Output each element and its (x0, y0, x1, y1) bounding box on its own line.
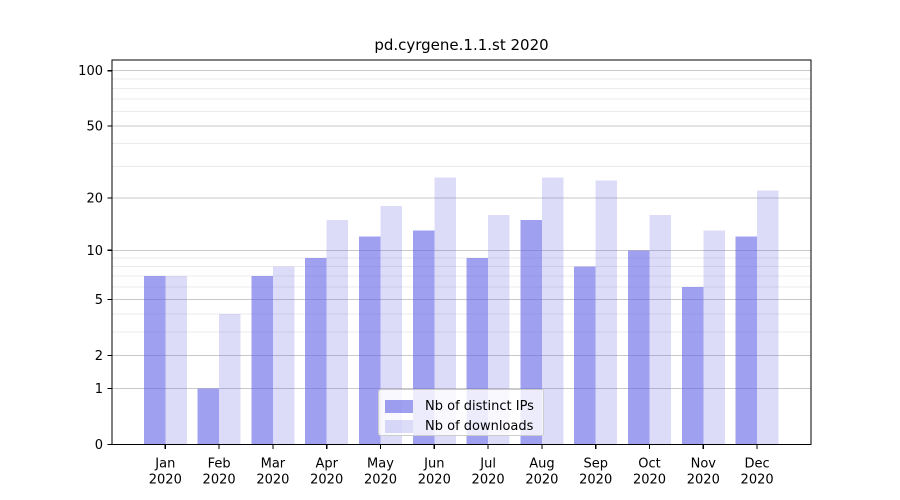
x-tick-label-year-jun: 2020 (418, 473, 451, 488)
bar-downloads-nov (703, 230, 725, 445)
y-tick-label-5: 5 (95, 293, 103, 308)
chart-title: pd.cyrgene.1.1.st 2020 (374, 36, 549, 54)
bar-downloads-jul (488, 215, 510, 445)
bar-downloads-mar (272, 266, 295, 445)
x-tick-label-month-may: May (367, 457, 394, 472)
x-tick-label-year-mar: 2020 (256, 473, 289, 488)
x-tick-label-year-jan: 2020 (149, 473, 182, 488)
bar-distinct-ips-jan (143, 276, 166, 445)
y-tick-label-10: 10 (86, 244, 103, 259)
x-tick-label-year-aug: 2020 (525, 473, 558, 488)
x-tick-label-year-oct: 2020 (633, 473, 666, 488)
bar-distinct-ips-oct (628, 250, 650, 445)
y-tick-label-20: 20 (86, 191, 103, 206)
x-tick-label-year-may: 2020 (364, 473, 397, 488)
x-tick-label-month-mar: Mar (261, 457, 286, 472)
x-tick-label-month-apr: Apr (315, 457, 338, 472)
legend-item-distinct-ips: Nb of distinct IPs (385, 396, 543, 416)
x-tick-label-month-dec: Dec (745, 457, 770, 472)
x-tick-label-month-sep: Sep (583, 457, 608, 472)
bar-downloads-sep (595, 180, 618, 445)
x-tick-label-month-feb: Feb (208, 457, 231, 472)
bar-distinct-ips-sep (574, 266, 596, 445)
bar-distinct-ips-nov (681, 286, 704, 445)
bar-downloads-may (380, 206, 402, 445)
x-tick-label-year-nov: 2020 (687, 473, 720, 488)
bar-distinct-ips-mar (251, 276, 273, 445)
x-tick-label-month-jan: Jan (154, 457, 175, 472)
x-tick-label-year-sep: 2020 (579, 473, 612, 488)
bar-downloads-jan (165, 276, 187, 445)
x-tick-label-year-jul: 2020 (472, 473, 505, 488)
bar-downloads-dec (757, 190, 779, 445)
bar-distinct-ips-apr (305, 258, 327, 445)
x-tick-label-month-oct: Oct (638, 457, 660, 472)
y-tick-label-50: 50 (86, 120, 103, 135)
x-tick-label-month-aug: Aug (529, 457, 554, 472)
bar-downloads-feb (219, 314, 241, 445)
bar-downloads-aug (541, 177, 564, 445)
y-tick-label-0: 0 (95, 438, 103, 453)
legend-label-distinct-ips: Nb of distinct IPs (425, 398, 534, 414)
y-tick-label-2: 2 (95, 349, 103, 364)
y-tick-label-1: 1 (95, 382, 103, 397)
x-tick-label-month-jun: Jun (423, 457, 444, 472)
x-tick-label-month-nov: Nov (691, 457, 717, 472)
legend-item-downloads: Nb of downloads (385, 416, 543, 436)
bar-distinct-ips-dec (735, 236, 758, 445)
x-tick-label-year-apr: 2020 (310, 473, 343, 488)
plot-border (111, 59, 812, 446)
bar-downloads-oct (649, 215, 671, 445)
bar-distinct-ips-aug (520, 219, 542, 445)
bar-downloads-jun (434, 177, 456, 445)
bar-downloads-apr (326, 219, 349, 445)
y-tick-label-100: 100 (78, 64, 103, 79)
legend-label-downloads: Nb of downloads (425, 418, 534, 434)
bar-distinct-ips-may (359, 236, 381, 445)
bar-distinct-ips-feb (197, 388, 220, 445)
legend-swatch-downloads (385, 419, 413, 433)
x-tick-label-year-feb: 2020 (203, 473, 236, 488)
legend: Nb of distinct IPs Nb of downloads (378, 389, 544, 436)
x-tick-label-year-dec: 2020 (741, 473, 774, 488)
legend-swatch-distinct-ips (385, 399, 413, 413)
x-tick-label-month-jul: Jul (479, 457, 496, 472)
